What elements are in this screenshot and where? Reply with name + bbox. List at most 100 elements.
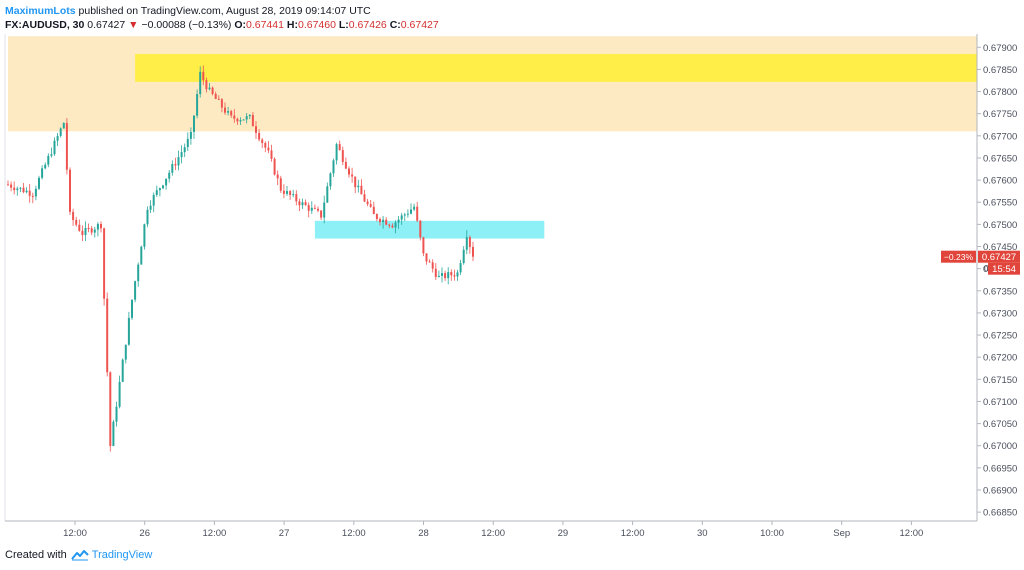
- candle: [326, 182, 329, 203]
- candle: [391, 223, 394, 229]
- time-tick-label: 12:00: [63, 528, 87, 539]
- price-tick-label: 0.67050: [983, 419, 1017, 430]
- price-tick-label: 0.67800: [983, 87, 1017, 98]
- time-axis[interactable]: 12:00 26 12:00 27 12:00 28 12:00 29 12:00 30 10:00…: [63, 521, 923, 539]
- yellow-zone[interactable]: [135, 53, 978, 82]
- candle: [419, 219, 422, 241]
- candle: [230, 109, 233, 118]
- price-tick-label: 0.67850: [983, 65, 1017, 76]
- candle: [298, 198, 301, 212]
- candle: [397, 215, 400, 229]
- candle: [255, 121, 257, 139]
- candle: [106, 292, 109, 377]
- candle: [109, 371, 112, 452]
- candle: [171, 160, 174, 176]
- price-tick-label: 0.67100: [983, 397, 1017, 408]
- candle: [369, 199, 372, 208]
- symbol-label[interactable]: FX:AUDUSD, 30: [5, 19, 85, 31]
- time-tick-label: 12:00: [203, 528, 227, 539]
- candle: [96, 222, 99, 237]
- open-label: O:: [234, 19, 246, 31]
- candle: [193, 115, 195, 139]
- price-tick-label: 0.66900: [983, 486, 1017, 497]
- candle: [205, 77, 208, 93]
- candle: [220, 97, 223, 113]
- candle: [264, 141, 267, 153]
- price-tick-label: 0.66950: [983, 463, 1017, 474]
- cyan-zone[interactable]: [314, 220, 545, 239]
- candle: [295, 190, 298, 206]
- price-axis[interactable]: 0.67900 0.67850 0.67800 0.67750 0.67700 0.676…: [977, 43, 1017, 519]
- close-value: 0.67427: [400, 19, 439, 31]
- tradingview-logo-icon: [70, 550, 89, 561]
- candle: [186, 132, 189, 151]
- candle: [25, 187, 28, 194]
- candle: [47, 153, 50, 168]
- candle: [227, 106, 230, 116]
- tradingview-brand[interactable]: TradingView: [70, 549, 153, 561]
- candle: [301, 198, 304, 209]
- candle: [329, 172, 332, 190]
- candle: [344, 157, 347, 170]
- countdown-badge: [988, 262, 1020, 275]
- price-tick-label: 0.67450: [983, 242, 1017, 253]
- candle: [211, 86, 214, 96]
- candle: [143, 223, 146, 250]
- candle: [162, 184, 164, 190]
- published-text: published on TradingView.com, August 28,…: [78, 5, 371, 17]
- candle: [50, 147, 53, 158]
- candle: [379, 217, 381, 226]
- candle: [332, 158, 335, 178]
- candle: [93, 226, 96, 238]
- last-price-badge: [978, 250, 1020, 263]
- price-tick-label: 0.67200: [983, 353, 1017, 364]
- candle: [131, 299, 133, 320]
- candle: [258, 129, 261, 142]
- supply-zone[interactable]: [8, 36, 977, 132]
- candle: [81, 225, 84, 242]
- symbol-line: FX:AUDUSD, 30 0.67427 ▼ −0.00088 (−0.13%…: [5, 18, 439, 32]
- candle: [183, 143, 186, 158]
- candle: [44, 162, 47, 170]
- candle: [19, 187, 22, 193]
- candle: [115, 401, 118, 427]
- candle: [149, 200, 152, 213]
- candle: [118, 375, 121, 409]
- candle: [450, 269, 453, 281]
- candle: [28, 184, 31, 203]
- candle: [239, 117, 242, 126]
- candle: [292, 189, 295, 198]
- candle: [357, 179, 360, 193]
- price-tick-label: 0.67250: [983, 331, 1017, 342]
- candle: [320, 210, 323, 221]
- change-value: −0.00088 (−0.13%): [141, 19, 232, 31]
- zones-layer: [8, 36, 978, 239]
- candle: [444, 270, 447, 281]
- candle: [425, 253, 428, 265]
- candle: [267, 140, 270, 154]
- candle: [59, 127, 62, 138]
- tradingview-link[interactable]: TradingView: [91, 549, 153, 561]
- candle: [313, 204, 316, 210]
- price-tick-label: 0.67900: [983, 43, 1017, 54]
- change-badge: [941, 250, 976, 263]
- candle: [261, 137, 264, 149]
- candle: [196, 89, 199, 119]
- candle: [84, 221, 87, 242]
- time-tick-label: 29: [558, 528, 569, 539]
- candle: [310, 201, 313, 214]
- candle: [165, 178, 168, 190]
- candle: [307, 202, 310, 218]
- candle: [174, 157, 177, 171]
- author-link[interactable]: MaximumLots: [5, 5, 76, 17]
- price-tick-label: 0.67650: [983, 153, 1017, 164]
- candle: [152, 192, 155, 213]
- candle: [245, 112, 248, 124]
- last-change-label: −0.23%: [944, 252, 974, 262]
- time-tick-label: 12:00: [900, 528, 924, 539]
- chart-header: MaximumLots published on TradingView.com…: [5, 4, 439, 38]
- price-marker-label: 0: [984, 264, 989, 274]
- candle: [168, 170, 171, 183]
